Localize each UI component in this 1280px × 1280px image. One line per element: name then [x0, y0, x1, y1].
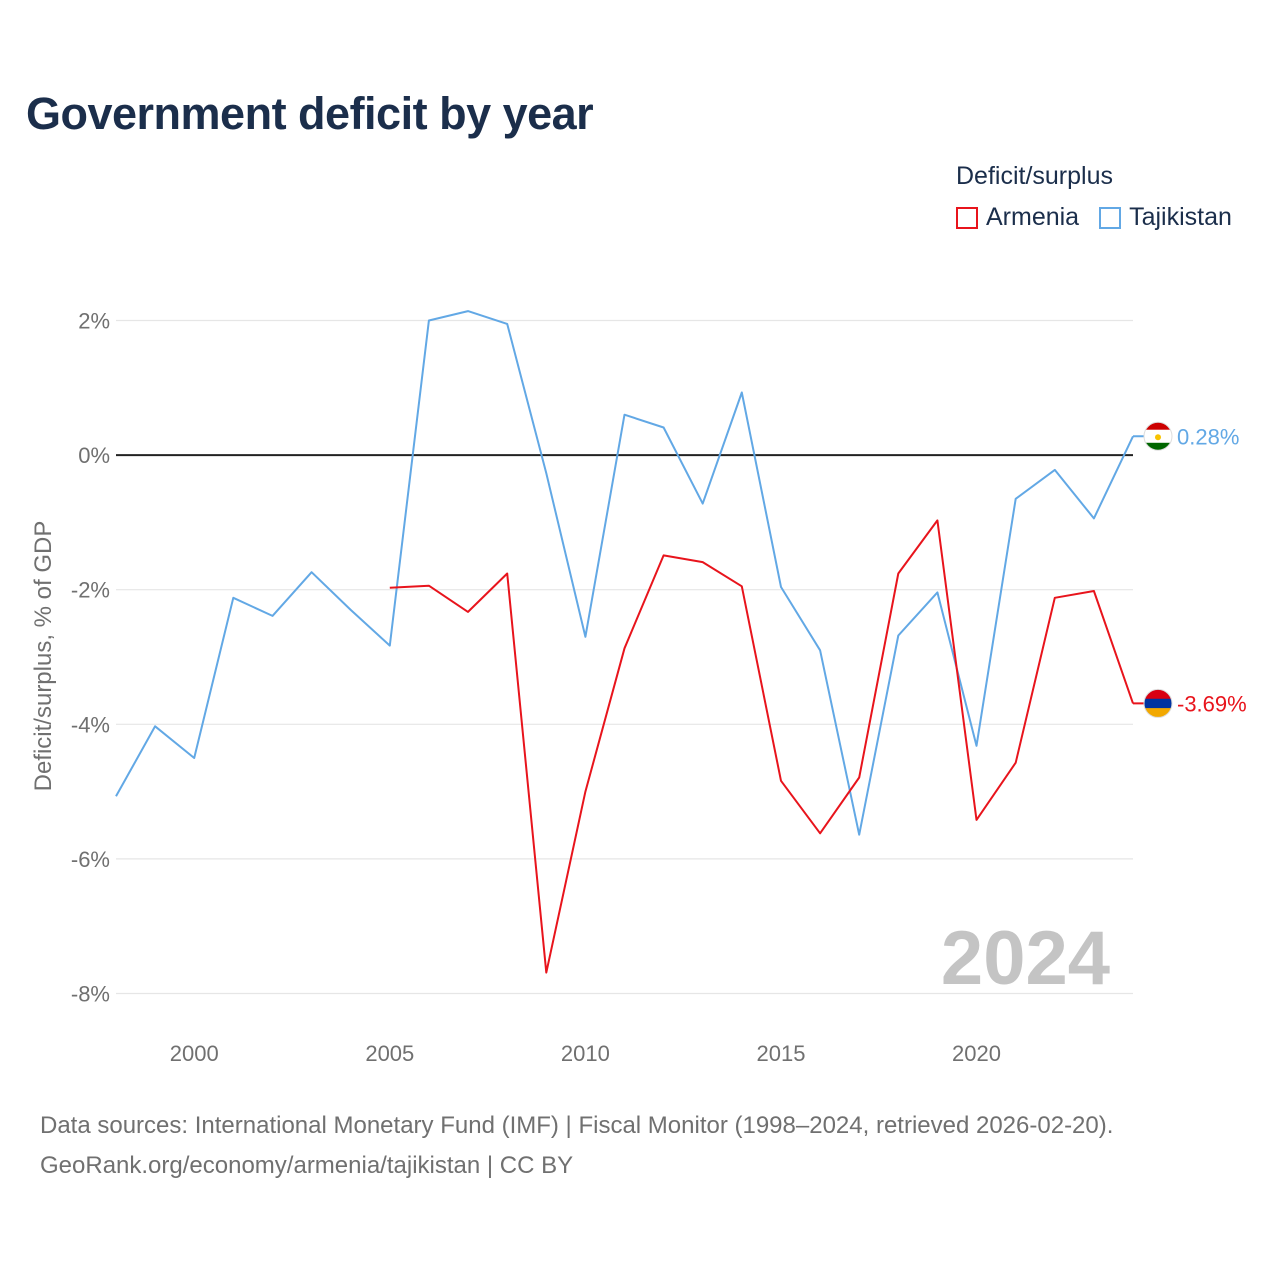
x-tick-label: 2020	[952, 1041, 1001, 1066]
flag-stripe	[1144, 698, 1172, 709]
legend-label-tajikistan: Tajikistan	[1129, 203, 1232, 231]
legend-swatch-armenia	[956, 206, 978, 229]
line-chart: 2% 0% -2% -4% -6% -8% 2000 2005 2010 2015 2020 20…	[30, 309, 1247, 1067]
year-watermark: 2024	[941, 916, 1110, 1001]
legend-swatch-tajikistan	[1099, 206, 1122, 229]
y-tick-label: -4%	[71, 712, 110, 737]
grid-lines	[116, 319, 1133, 995]
y-tick-label: -6%	[71, 847, 110, 872]
legend-label-armenia: Armenia	[986, 203, 1080, 231]
y-tick-label: 2%	[78, 309, 110, 334]
series-line-armenia	[389, 519, 1134, 974]
y-tick-label: -2%	[71, 578, 110, 603]
end-label-tajikistan: 0.28%	[1177, 424, 1239, 449]
flag-stripe	[1144, 442, 1172, 451]
legend: Deficit/surplus Armenia Tajikistan	[956, 162, 1252, 232]
flag-stripe	[1144, 708, 1172, 718]
y-tick-label: -8%	[71, 982, 110, 1007]
source-note: Data sources: International Monetary Fun…	[40, 1106, 1113, 1186]
legend-item-armenia[interactable]: Armenia	[956, 203, 1079, 232]
flag-stripe	[1144, 422, 1172, 431]
series-line-tajikistan	[115, 310, 1134, 836]
source-line-2: GeoRank.org/economy/armenia/tajikistan |…	[40, 1152, 574, 1179]
flag-border	[1143, 421, 1173, 451]
flag-tajikistan	[1144, 422, 1172, 451]
legend-title: Deficit/surplus	[956, 162, 1113, 190]
x-tick-label: 2005	[365, 1041, 414, 1066]
x-tick-label: 2000	[170, 1041, 219, 1066]
source-line-1: Data sources: International Monetary Fun…	[40, 1112, 1114, 1139]
flag-crown	[1155, 434, 1161, 441]
flag-armenia	[1144, 689, 1172, 718]
y-tick-label: 0%	[78, 443, 110, 468]
x-tick-label: 2015	[756, 1041, 805, 1066]
legend-item-tajikistan[interactable]: Tajikistan	[1099, 203, 1232, 232]
x-tick-labels: 2000 2005 2010 2015 2020	[170, 1041, 1001, 1066]
page-title: Government deficit by year	[26, 88, 594, 139]
y-axis-label: Deficit/surplus, % of GDP	[30, 521, 57, 792]
x-tick-label: 2010	[561, 1041, 610, 1066]
end-flags	[1143, 421, 1173, 718]
series-lines	[115, 310, 1158, 974]
end-labels: 0.28% -3.69%	[1177, 424, 1247, 716]
y-tick-labels: 2% 0% -2% -4% -6% -8%	[71, 309, 110, 1007]
flag-stripe	[1144, 689, 1172, 700]
legend-row: Armenia Tajikistan	[956, 203, 1252, 232]
end-label-armenia: -3.69%	[1177, 691, 1247, 716]
flag-border	[1143, 688, 1173, 718]
